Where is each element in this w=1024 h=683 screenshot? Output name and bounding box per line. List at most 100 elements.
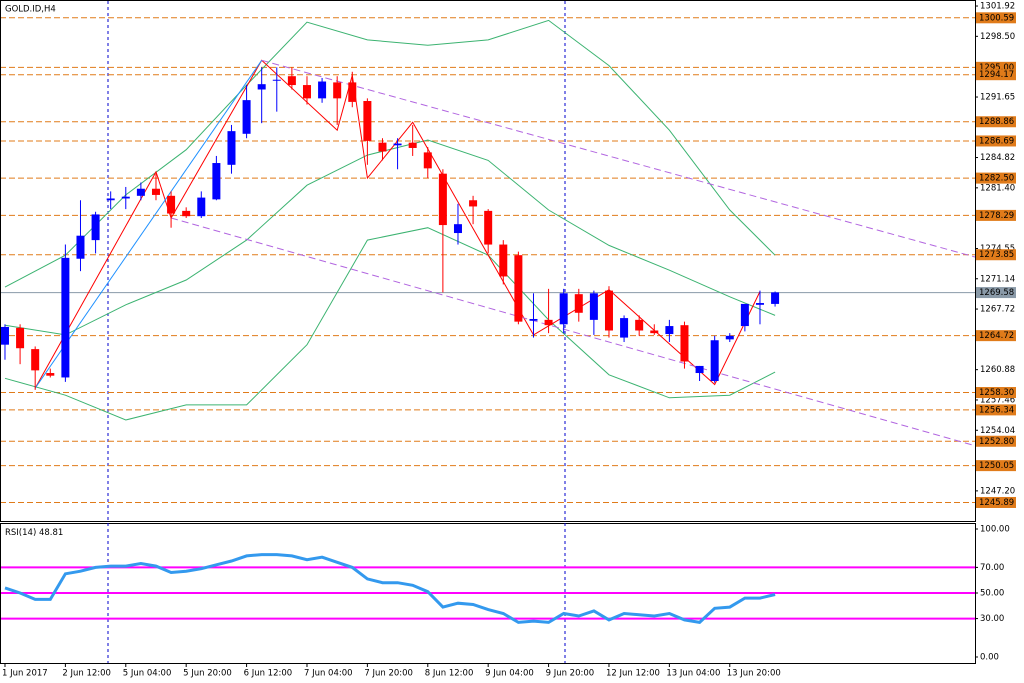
level-label: 1288.86: [979, 117, 1014, 127]
candle-body: [544, 319, 553, 326]
y-tick-label: 1247.20: [980, 486, 1015, 496]
candle-body: [227, 131, 236, 165]
candle-body: [318, 81, 327, 99]
candle-body: [695, 365, 704, 374]
candle-body: [725, 335, 734, 340]
candle-body: [212, 163, 221, 200]
candle-body: [167, 195, 176, 214]
x-tick-label: 5 Jun 04:00: [123, 669, 172, 679]
level-label-box: [976, 387, 1016, 399]
candle-body: [91, 214, 100, 241]
level-label-box: [976, 116, 1016, 128]
candle-body: [363, 101, 372, 141]
main-plot: [1, 17, 975, 503]
candle-body: [514, 255, 523, 322]
indicator-name: RSI(14): [5, 528, 36, 538]
candle-body: [771, 292, 780, 304]
level-label-box: [976, 496, 1016, 508]
x-tick-label: 8 Jun 12:00: [425, 669, 474, 679]
level-label: 1294.17: [979, 70, 1014, 80]
candle-body: [136, 188, 145, 196]
current-price-label: 1269.58: [979, 288, 1014, 298]
candle-body: [242, 100, 251, 134]
candle-body: [302, 85, 311, 99]
candle-body: [46, 373, 55, 376]
candle-body: [76, 235, 85, 259]
level-label-box: [976, 12, 1016, 24]
level-label: 1258.30: [979, 388, 1014, 398]
indicator-line: [4, 553, 776, 625]
y-tick-label: 1254.04: [980, 426, 1015, 436]
candle-body: [272, 79, 281, 81]
level-label: 1286.69: [979, 136, 1014, 146]
indicator-label: RSI(14) 48.81: [5, 528, 63, 538]
y-tick-label: 1260.88: [980, 365, 1015, 375]
y-tick-label: 1274.55: [980, 244, 1015, 254]
y-tick-label: 1284.82: [980, 153, 1015, 163]
x-tick-label: 13 Jun 20:00: [727, 669, 781, 679]
y-tick-label: 1291.65: [980, 93, 1015, 103]
x-tick-label: 13 Jun 04:00: [666, 669, 720, 679]
candle-body: [680, 325, 689, 362]
overlay-line: [261, 59, 975, 258]
level-label-box: [976, 135, 1016, 147]
level-label: 1278.29: [979, 211, 1014, 221]
x-tick-label: 1 Jun 2017: [2, 669, 48, 679]
candle-body: [348, 82, 357, 102]
candle-body: [650, 330, 659, 334]
candle-body: [121, 196, 130, 199]
x-tick-label: 5 Jun 20:00: [183, 669, 232, 679]
y-tick-label: 50.00: [980, 588, 1004, 598]
y-tick-label: 70.00: [980, 563, 1004, 573]
candle-body: [665, 326, 674, 335]
y-tick-label: 30.00: [980, 614, 1004, 624]
level-label-box: [976, 172, 1016, 184]
candle-body: [499, 244, 508, 277]
level-label: 1295.00: [979, 63, 1014, 73]
overlay-line: [34, 60, 263, 389]
candle-body: [423, 152, 432, 169]
candle-body: [31, 349, 40, 371]
candle-body: [710, 340, 719, 382]
candle-body: [378, 142, 387, 152]
level-label: 1273.85: [979, 250, 1014, 260]
y-tick-label: 1257.46: [980, 395, 1015, 405]
candle-body: [453, 224, 462, 234]
indicator-value: 48.81: [39, 528, 63, 538]
overlay-line: [170, 217, 975, 447]
candle-body: [574, 294, 583, 313]
y-tick-label: 1301.92: [980, 2, 1015, 12]
candle-body: [257, 84, 266, 90]
overlay-line: [4, 19, 776, 288]
candle-body: [484, 210, 493, 245]
x-tick-label: 12 Jun 12:00: [606, 669, 660, 679]
x-tick-label: 2 Jun 12:00: [62, 669, 111, 679]
candle-body: [620, 318, 629, 338]
level-label: 1264.72: [979, 331, 1014, 341]
candle-body: [1, 326, 9, 345]
y-tick-label: 1298.50: [980, 32, 1015, 42]
y-tick-label: 1281.40: [980, 183, 1015, 193]
x-tick-label: 6 Jun 12:00: [244, 669, 293, 679]
level-label: 1300.59: [979, 13, 1014, 23]
indicator-plot: [1, 553, 975, 625]
candle-body: [333, 82, 342, 99]
y-tick-label: 100.00: [980, 524, 1010, 534]
candle-body: [106, 198, 115, 201]
y-tick-label: 1271.14: [980, 274, 1015, 284]
candle-body: [287, 76, 296, 86]
x-tick-label: 7 Jun 04:00: [304, 669, 353, 679]
current-price-box: [976, 287, 1016, 299]
candle-body: [604, 290, 613, 331]
chart-title: GOLD.ID,H4: [5, 5, 56, 15]
level-label: 1252.80: [979, 437, 1014, 447]
candle-body: [740, 303, 749, 327]
level-label: 1245.89: [979, 498, 1014, 508]
candle-body: [408, 142, 417, 148]
level-label-box: [976, 460, 1016, 472]
candle-body: [559, 293, 568, 325]
candle-body: [197, 197, 206, 217]
